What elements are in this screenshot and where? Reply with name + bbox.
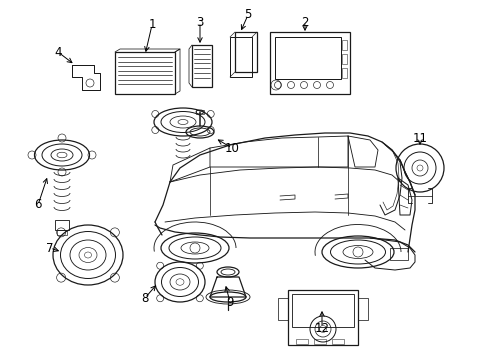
Bar [192, 45, 212, 87]
Text: 3: 3 [196, 15, 203, 28]
Bar [331, 339, 343, 344]
Bar [278, 298, 287, 320]
Text: 4: 4 [54, 45, 61, 58]
Text: 12: 12 [314, 321, 329, 334]
Text: 6: 6 [34, 198, 41, 211]
Bar [229, 37, 251, 77]
Bar [341, 68, 346, 78]
Bar [389, 248, 407, 260]
Bar [287, 290, 357, 345]
Bar [291, 294, 353, 327]
Text: 2: 2 [301, 15, 308, 28]
Bar [115, 52, 175, 94]
Text: 8: 8 [141, 292, 148, 305]
Bar [235, 32, 257, 72]
Text: 9: 9 [226, 296, 233, 309]
Text: 5: 5 [244, 9, 251, 22]
Bar [313, 339, 325, 344]
Bar [295, 339, 307, 344]
Bar [357, 298, 367, 320]
Bar [55, 220, 69, 230]
Text: 10: 10 [224, 141, 239, 154]
Text: 11: 11 [412, 131, 427, 144]
Bar [196, 110, 203, 114]
Bar [274, 37, 340, 79]
Text: 7: 7 [46, 242, 54, 255]
Bar [269, 32, 349, 94]
Bar [341, 54, 346, 64]
Bar [341, 40, 346, 50]
Text: 1: 1 [148, 18, 156, 31]
Bar [57, 230, 67, 235]
